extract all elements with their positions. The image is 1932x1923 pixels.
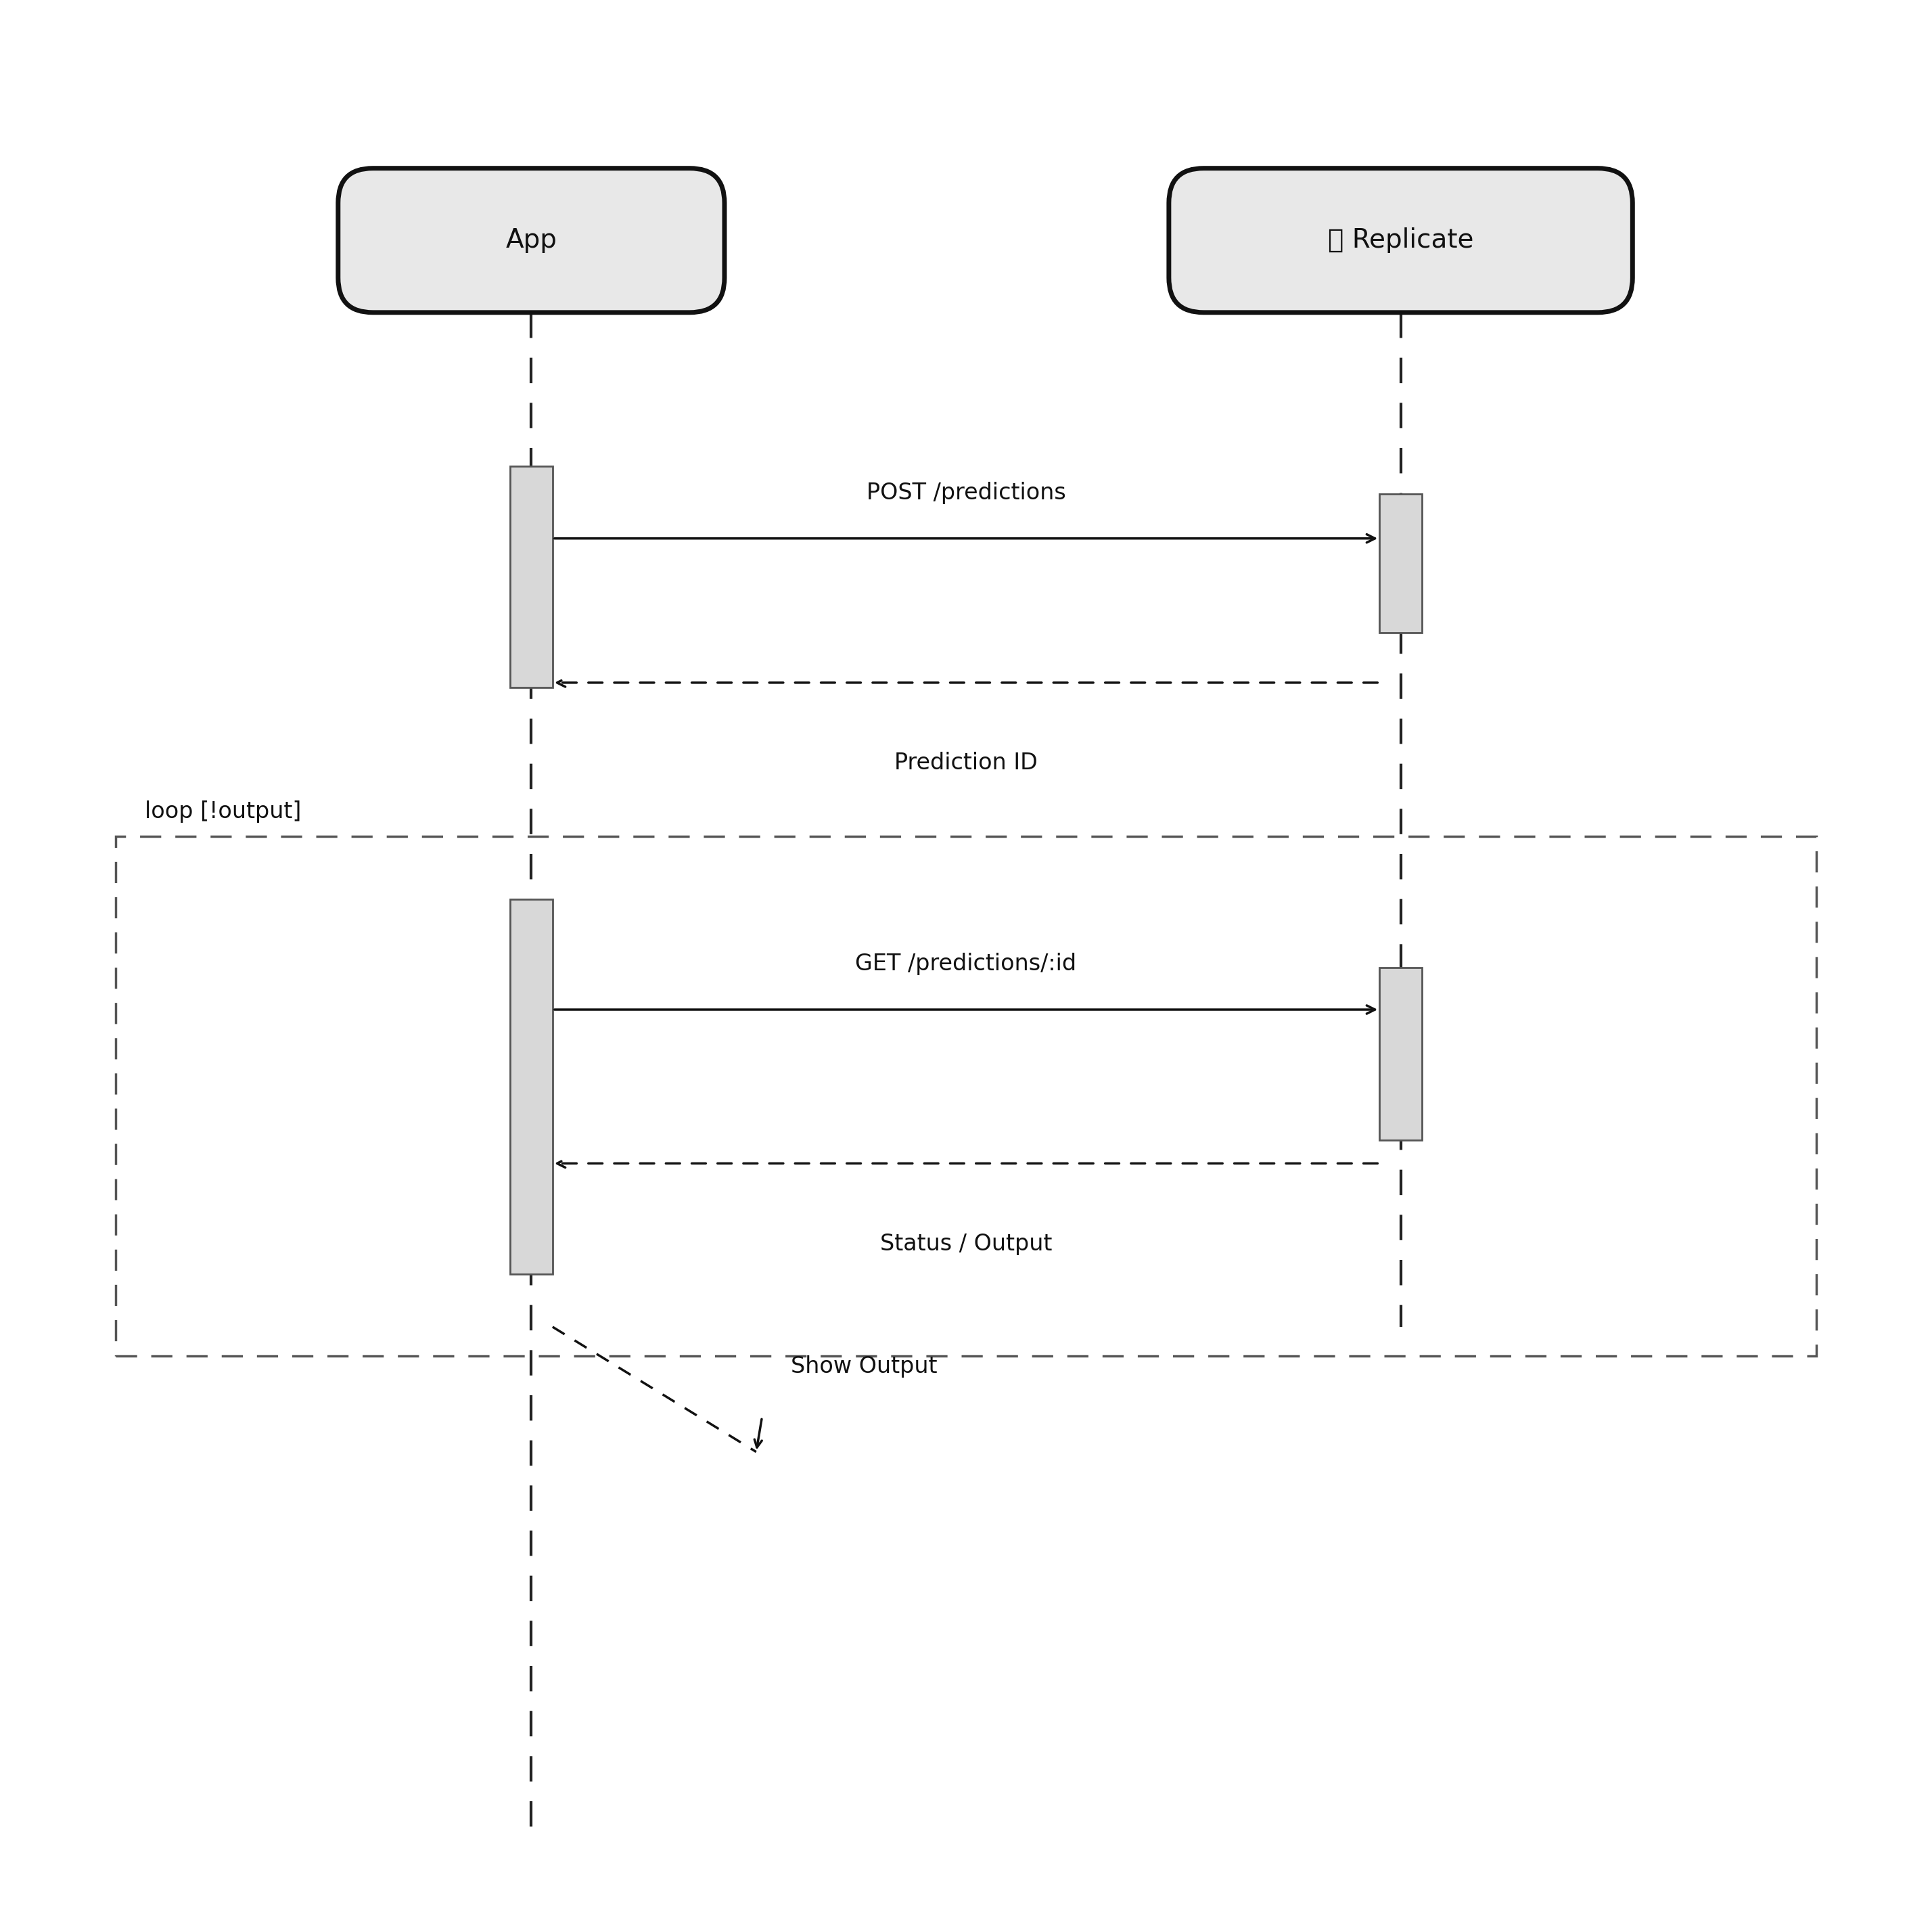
Text: POST /predictions: POST /predictions [866,481,1066,504]
Text: 🚀 Replicate: 🚀 Replicate [1327,227,1474,254]
FancyBboxPatch shape [1169,169,1633,312]
Text: App: App [506,227,556,254]
Bar [510,465,553,688]
Bar [510,900,553,1273]
Text: Prediction ID: Prediction ID [895,752,1037,775]
Bar [1379,494,1422,633]
Text: Status / Output: Status / Output [879,1233,1053,1256]
FancyBboxPatch shape [338,169,724,312]
Bar [116,837,1816,1356]
Text: Show Output: Show Output [790,1356,937,1377]
Text: GET /predictions/:id: GET /predictions/:id [856,952,1076,975]
Bar [1379,967,1422,1140]
Text: loop [!output]: loop [!output] [145,800,301,823]
